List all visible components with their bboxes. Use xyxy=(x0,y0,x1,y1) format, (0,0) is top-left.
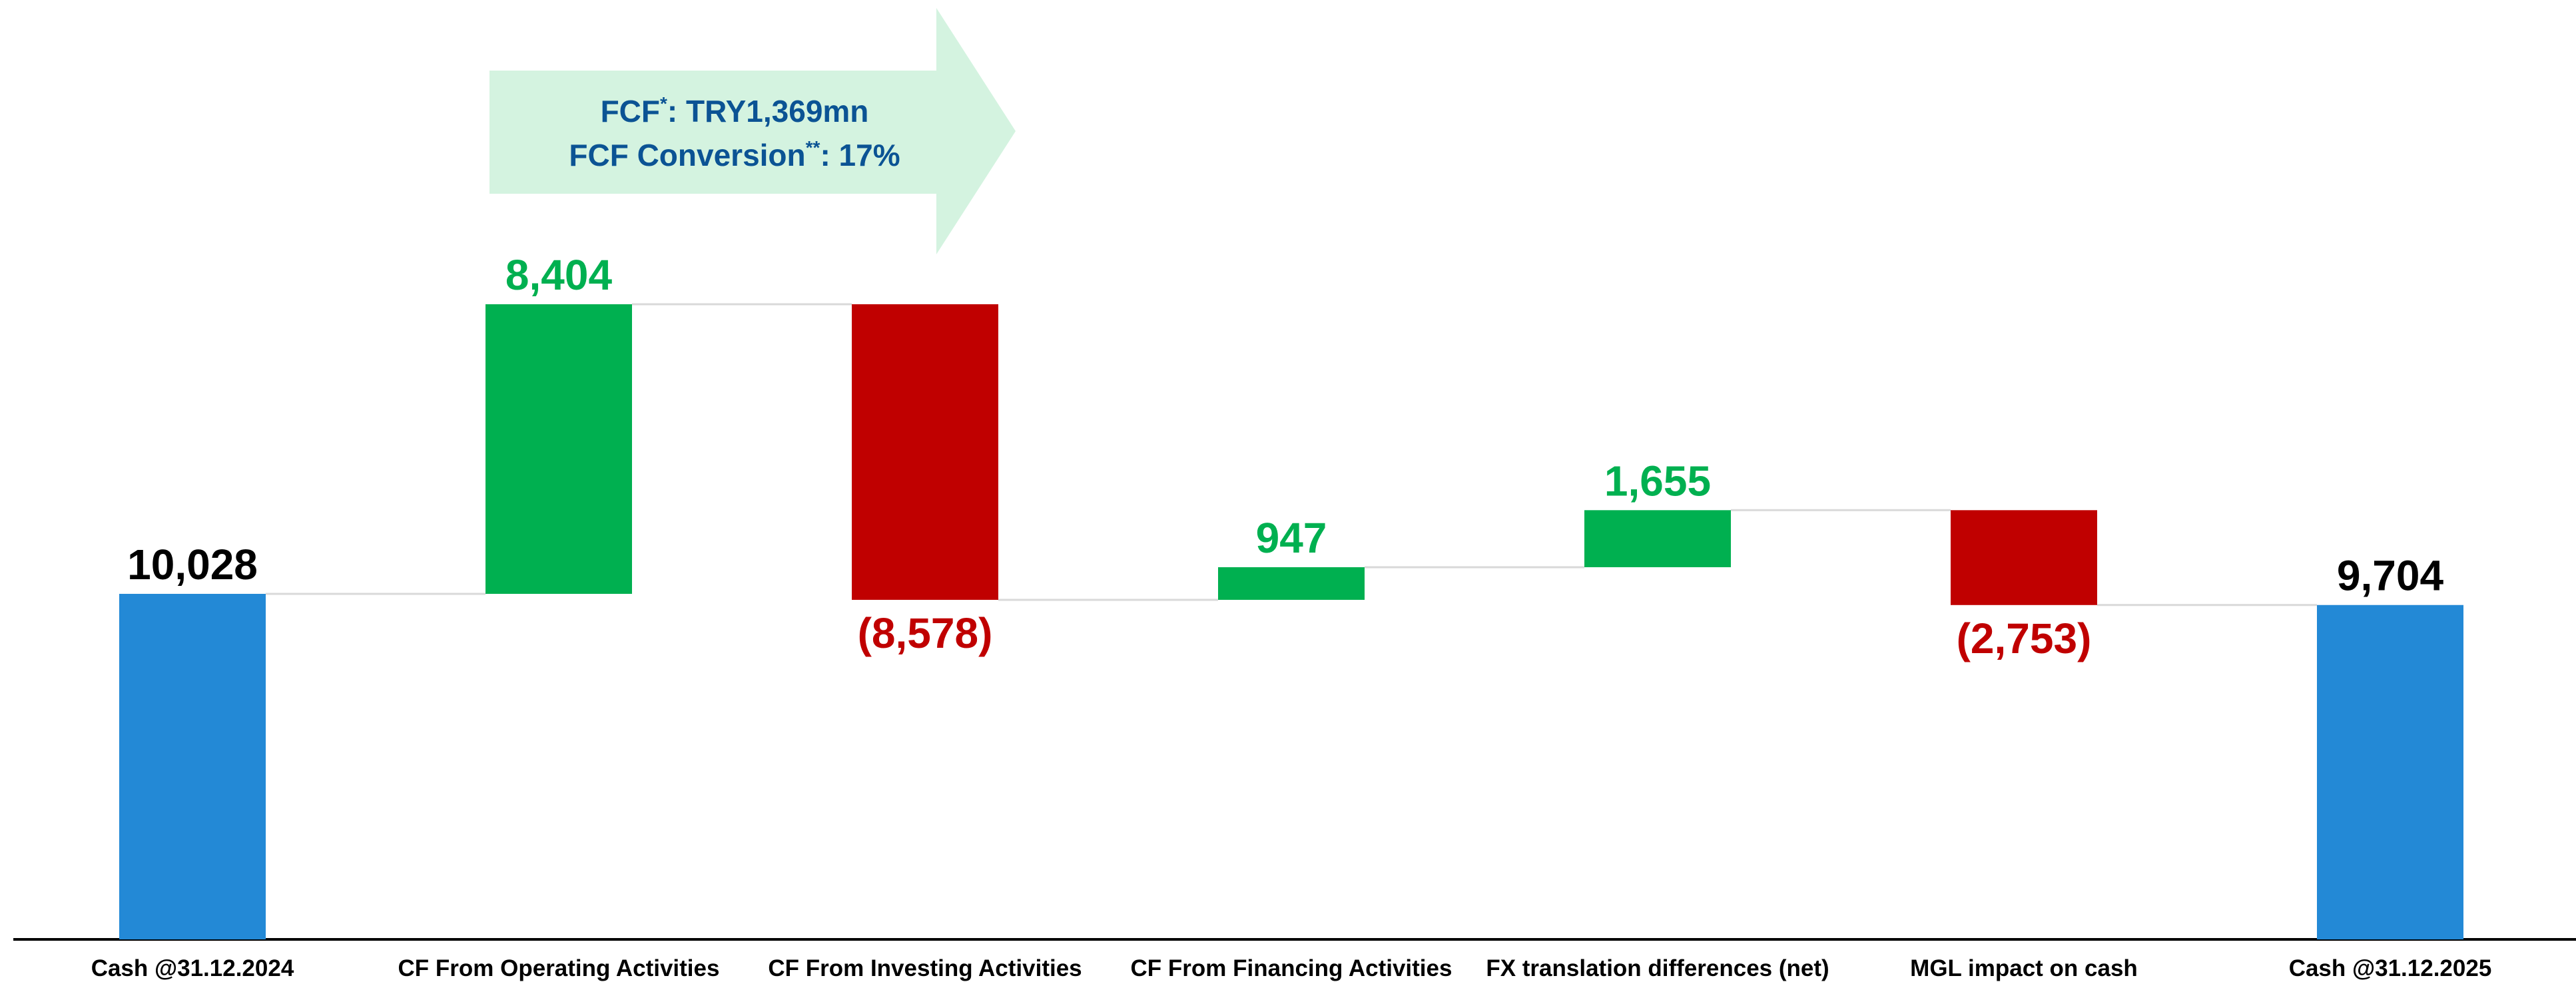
x-tick-label: Cash @31.12.2025 xyxy=(2289,955,2492,981)
bar xyxy=(119,593,266,939)
bar xyxy=(1951,510,2097,605)
annotation-arrow xyxy=(489,8,1016,254)
bar xyxy=(485,304,632,594)
value-label: (8,578) xyxy=(858,609,993,657)
x-tick-label: MGL impact on cash xyxy=(1910,955,2138,981)
x-tick-label: CF From Investing Activities xyxy=(768,955,1082,981)
annotation-sup: * xyxy=(660,93,667,114)
bar xyxy=(1218,567,1365,600)
value-label: 1,655 xyxy=(1604,457,1711,505)
value-label: 8,404 xyxy=(505,251,613,299)
value-label: 947 xyxy=(1256,514,1327,562)
bar xyxy=(852,304,998,600)
annotation-text: FCF xyxy=(601,94,660,128)
x-tick-label: FX translation differences (net) xyxy=(1486,955,1829,981)
value-label: (2,753) xyxy=(1957,614,2092,662)
x-tick-label: Cash @31.12.2024 xyxy=(91,955,294,981)
annotation-text: FCF Conversion xyxy=(569,138,805,172)
annotation-line: FCF*: TRY1,369mn xyxy=(601,93,869,128)
annotation-line: FCF Conversion**: 17% xyxy=(569,137,900,172)
x-tick-label: CF From Financing Activities xyxy=(1131,955,1452,981)
annotation-rest: : TRY1,369mn xyxy=(667,94,869,128)
x-tick-label: CF From Operating Activities xyxy=(398,955,720,981)
bar xyxy=(1584,510,1731,567)
bar xyxy=(2317,605,2463,939)
annotation-sup: ** xyxy=(806,137,820,158)
annotation-rest: : 17% xyxy=(820,138,900,172)
value-label: 9,704 xyxy=(2337,552,2444,600)
annotation: FCF*: TRY1,369mn FCF Conversion**: 17% xyxy=(569,93,900,172)
value-label: 10,028 xyxy=(127,541,258,589)
